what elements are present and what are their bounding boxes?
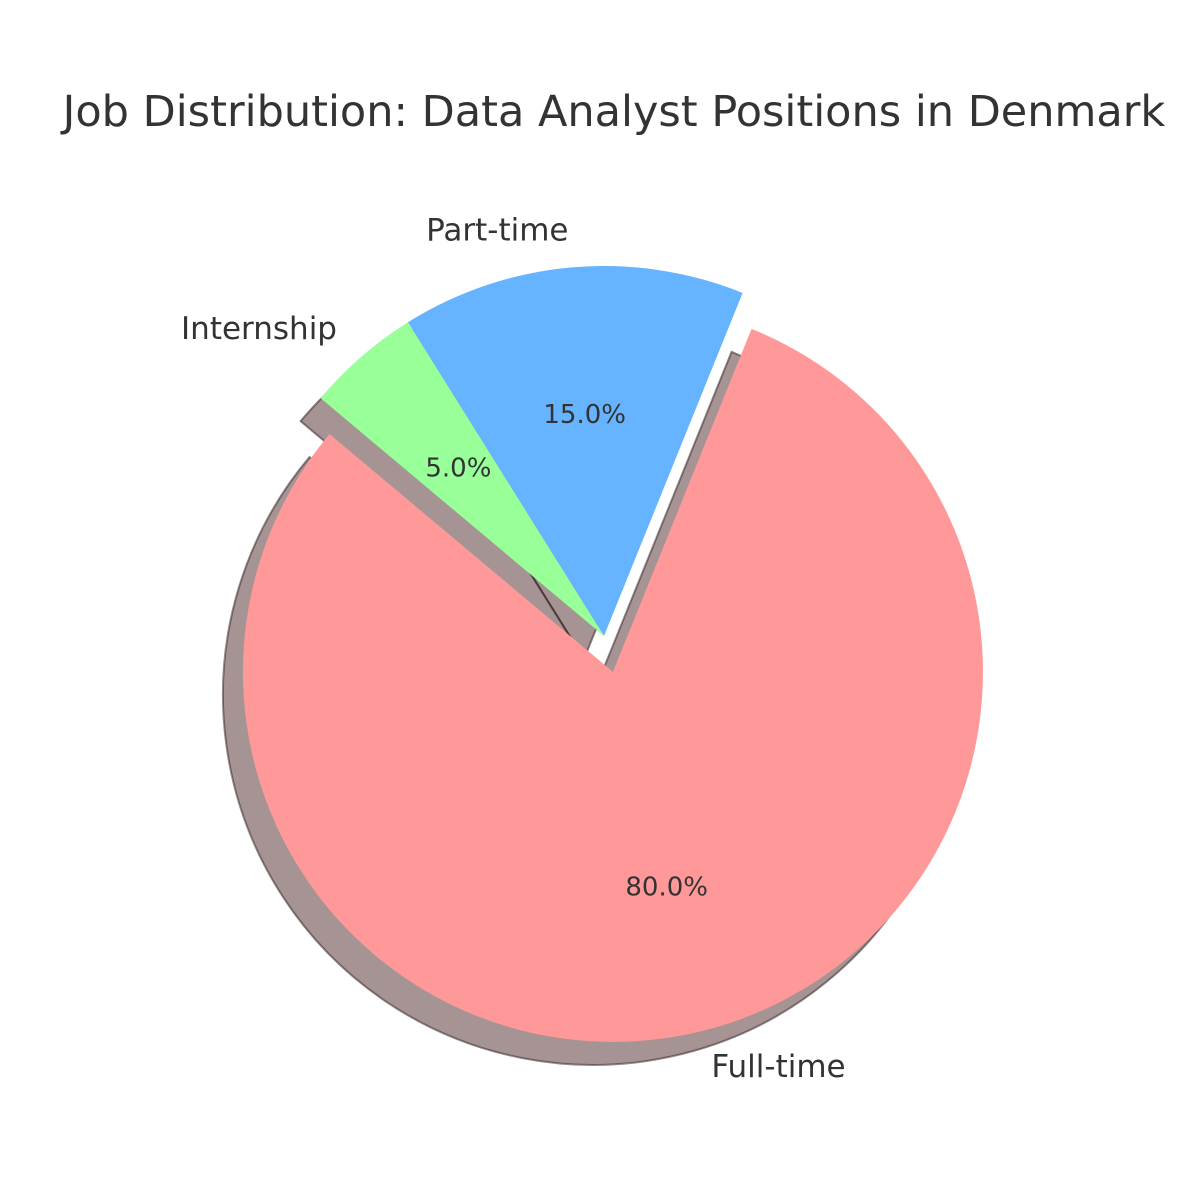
pie-labels: 80.0% Full-time 15.0% Part-time 5.0% Internsh… <box>181 213 846 1085</box>
chart-title: Job Distribution: Data Analyst Positions… <box>60 87 1166 137</box>
pie-slice-internship <box>320 322 604 636</box>
pct-label-internship: 5.0% <box>425 454 491 484</box>
pie-slices <box>242 265 983 1042</box>
pie-slice-part-time <box>407 265 743 636</box>
slice-label-part-time: Part-time <box>426 213 568 249</box>
pct-label-full-time: 80.0% <box>625 872 708 902</box>
slice-label-full-time: Full-time <box>711 1049 845 1085</box>
pct-label-part-time: 15.0% <box>543 400 626 430</box>
slice-label-internship: Internship <box>181 311 337 347</box>
pie-slice-full-time <box>242 328 983 1042</box>
